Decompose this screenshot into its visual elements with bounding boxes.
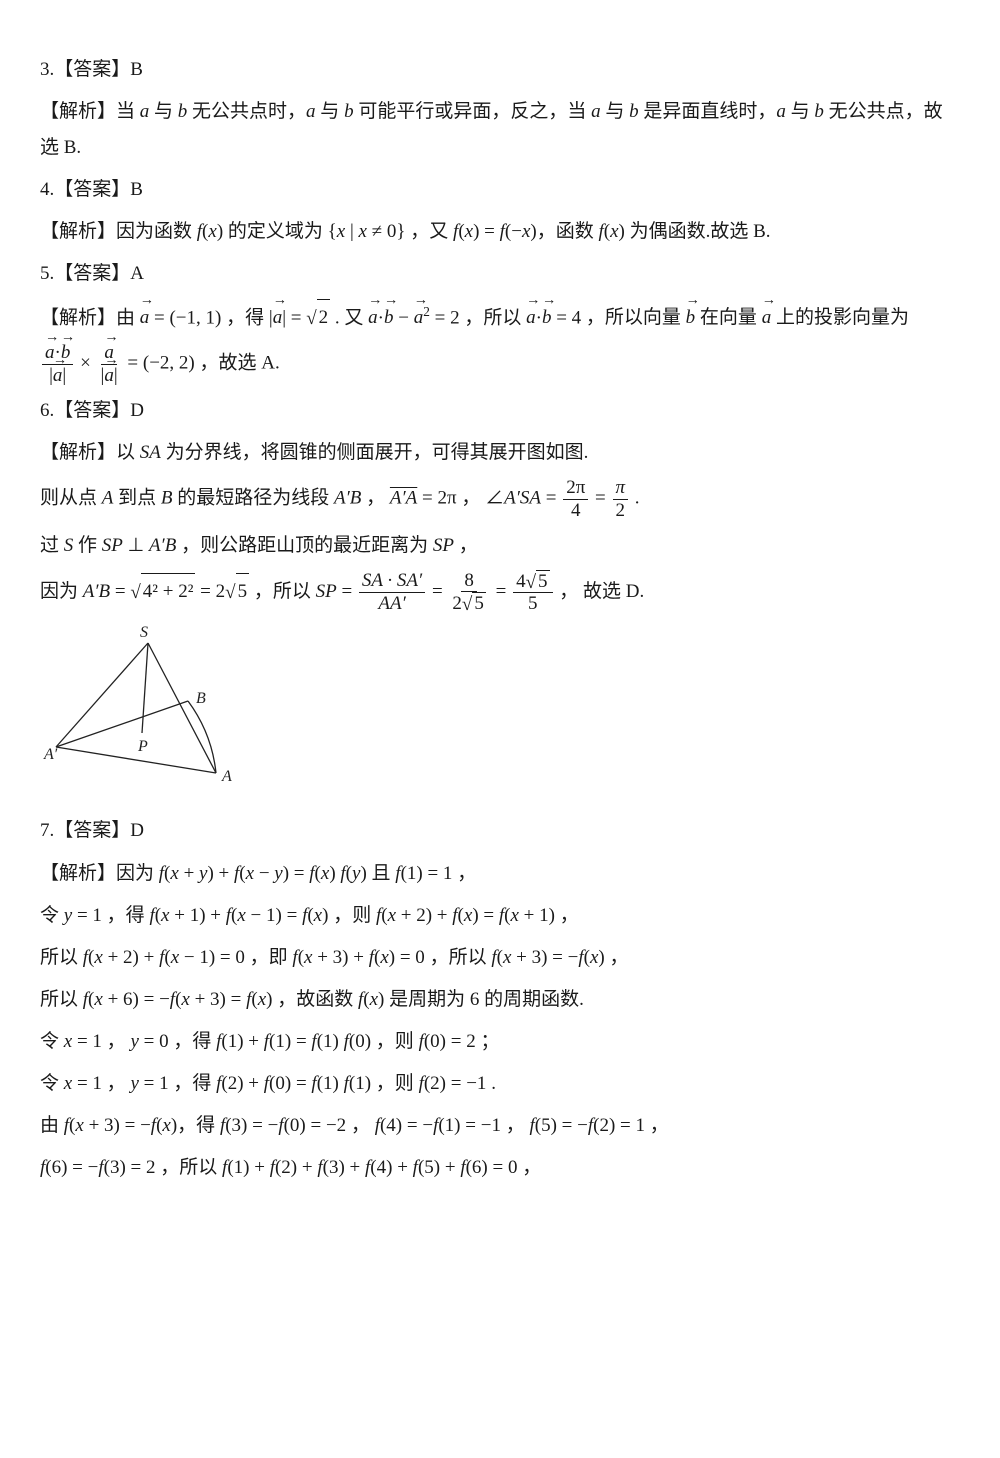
q5-times: ×: [80, 353, 95, 374]
q6-l4: 因为 A′B = √4² + 2² = 2√5 ，所以 SP = SA · SA…: [40, 570, 960, 616]
q4-body: 【解析】因为函数 f(x) 的定义域为 {x | x ≠ 0} ，又 f(x) …: [40, 214, 960, 250]
q5-frac2: a |a|: [98, 342, 121, 387]
q6-l2c: ， ∠A′SA =: [461, 488, 561, 509]
q5-frac1: a·b |a|: [42, 342, 73, 387]
q5-head: 5.【答案】A: [40, 256, 960, 292]
q7-l7: 由 f(x + 3) = −f(x)，得 f(3) = −f(0) = −2 ，…: [40, 1108, 960, 1144]
q7-l1: 【解析】因为 f(x + y) + f(x − y) = f(x) f(y) 且…: [40, 856, 960, 892]
q7-head: 7.【答案】D: [40, 813, 960, 849]
q5-body-2: a·b |a| × a |a| = (−2, 2) ，故选 A.: [40, 342, 960, 387]
cone-unfold-diagram: S A A′ B P: [40, 625, 250, 790]
q4-mid: ，又: [410, 221, 453, 242]
q5-result: = (−2, 2): [127, 353, 194, 374]
q6-l2: 则从点 A 到点 B 的最短路径为线段 A′B ， A′A = 2π ， ∠A′…: [40, 477, 960, 522]
svg-text:A: A: [221, 768, 232, 785]
q6-l4a: 因为 A′B =: [40, 581, 130, 602]
q5-sqrt2: 2: [317, 299, 331, 336]
q7-l3: 所以 f(x + 2) + f(x − 1) = 0 ，即 f(x + 3) +…: [40, 940, 960, 976]
q5-mid2: . 又: [335, 307, 368, 328]
q6-aa-val: = 2π: [417, 488, 456, 509]
q4-domain-pre: 的定义域为: [228, 221, 328, 242]
q7-l2: 令 y = 1 ，得 f(x + 1) + f(x − 1) = f(x) ，则…: [40, 898, 960, 934]
q5-a-val: = (−1, 1): [149, 307, 221, 328]
q6-head: 6.【答案】D: [40, 393, 960, 429]
q6-l4b: ，所以 SP =: [254, 581, 357, 602]
q4-head: 4.【答案】B: [40, 172, 960, 208]
q7-l8: f(6) = −f(3) = 2 ，所以 f(1) + f(2) + f(3) …: [40, 1150, 960, 1186]
q6-eq2: =: [496, 581, 511, 602]
q6-l2a: 则从点 A 到点 B 的最短路径为线段 A′B ，: [40, 488, 385, 509]
q6-aa: A′A: [390, 488, 417, 509]
q6-l3: 过 S 作 SP ⊥ A′B ，则公路距山顶的最近距离为 SP ，: [40, 528, 960, 564]
q6-eqmid: =: [595, 488, 610, 509]
q6-sqrt-expr: 4² + 2²: [141, 573, 196, 610]
svg-text:B: B: [196, 690, 206, 707]
svg-text:S: S: [140, 625, 148, 641]
q7-l6: 令 x = 1 ， y = 1 ，得 f(2) + f(0) = f(1) f(…: [40, 1066, 960, 1102]
q5-expr1-val: = 2: [430, 307, 460, 328]
q3-body: 【解析】当 a 与 b 无公共点时，a 与 b 可能平行或异面，反之，当 a 与…: [40, 94, 960, 166]
q6-sp-frac2: 82√5: [449, 570, 488, 616]
q6-sp-frac3: 4√55: [513, 570, 552, 616]
q4-lead: 【解析】因为函数: [40, 221, 197, 242]
q5-mid3: ，所以: [464, 307, 526, 328]
q6-eq1: =: [432, 581, 447, 602]
q6-sqrt5a: 5: [236, 573, 250, 610]
q6-frac1: 2π4: [563, 477, 588, 522]
q3-body-text: 【解析】当 a 与 b 无公共点时，a 与 b 可能平行或异面，反之，当 a 与…: [40, 101, 943, 158]
q3-head: 3.【答案】B: [40, 52, 960, 88]
svg-text:A′: A′: [43, 746, 58, 763]
q5-lead: 【解析】由: [40, 307, 140, 328]
svg-text:P: P: [137, 738, 148, 755]
q6-frac2: π2: [613, 477, 629, 522]
q5-abs-eq: =: [286, 307, 306, 328]
q5-mid4: ，所以向量 b 在向量 a 上的投影向量为: [586, 307, 909, 328]
q5-mid1: ，得: [226, 307, 269, 328]
q6-period: .: [635, 488, 640, 509]
q6-diagram: S A A′ B P: [40, 625, 960, 803]
q6-sp-frac1: SA · SA′AA′: [359, 570, 425, 615]
q5-body-1: 【解析】由 a = (−1, 1) ，得 |a| = √2 . 又 a·b − …: [40, 299, 960, 336]
q7-l5: 令 x = 1 ， y = 0 ，得 f(1) + f(1) = f(1) f(…: [40, 1024, 960, 1060]
q6-l4c: ， 故选 D.: [559, 581, 644, 602]
q5-tail: ，故选 A.: [200, 353, 280, 374]
q7-l4: 所以 f(x + 6) = −f(x + 3) = f(x) ，故函数 f(x)…: [40, 982, 960, 1018]
q6-sqrt-eq: = 2: [200, 581, 225, 602]
q6-l1: 【解析】以 SA 为分界线，将圆锥的侧面展开，可得其展开图如图.: [40, 435, 960, 471]
